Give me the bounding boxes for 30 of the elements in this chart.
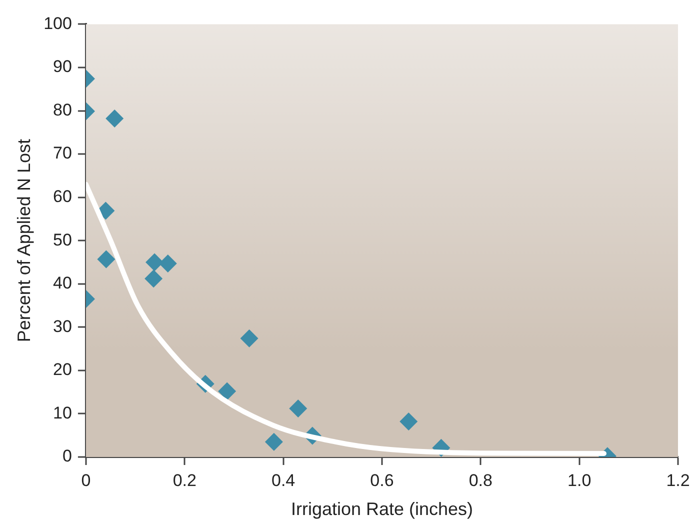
y-tick-label: 40	[53, 274, 72, 293]
y-tick-label: 90	[53, 57, 72, 76]
x-tick-label: 0.2	[172, 470, 196, 490]
y-tick-label: 100	[44, 14, 72, 33]
point	[289, 400, 308, 418]
y-tick-label: 70	[53, 144, 72, 163]
point	[264, 432, 283, 451]
y-axis-title: Percent of Applied N Lost	[14, 139, 34, 342]
x-axis-title: Irrigation Rate (inches)	[290, 499, 474, 520]
x-tick-label: 1.0	[568, 470, 592, 490]
y-tick-label: 60	[53, 187, 72, 206]
point	[240, 329, 258, 348]
x-tick-label: 0.4	[271, 470, 296, 490]
y-tick-label: 0	[62, 446, 72, 466]
y-tick-label: 50	[53, 230, 72, 250]
point	[144, 270, 163, 288]
y-tick-label: 30	[53, 316, 72, 336]
x-tick-label: 1.2	[666, 470, 690, 490]
y-tick-label: 80	[53, 100, 72, 120]
y-tick-label: 10	[53, 403, 72, 422]
point	[106, 110, 124, 128]
point	[218, 382, 236, 400]
x-tick-label: 0.6	[370, 470, 394, 490]
y-tick-label: 20	[53, 360, 72, 380]
point	[400, 412, 418, 431]
x-tick-label: 0.8	[468, 470, 492, 490]
point	[146, 253, 164, 272]
x-tick-label: 0	[81, 470, 91, 490]
point	[97, 250, 116, 268]
point	[158, 254, 177, 273]
